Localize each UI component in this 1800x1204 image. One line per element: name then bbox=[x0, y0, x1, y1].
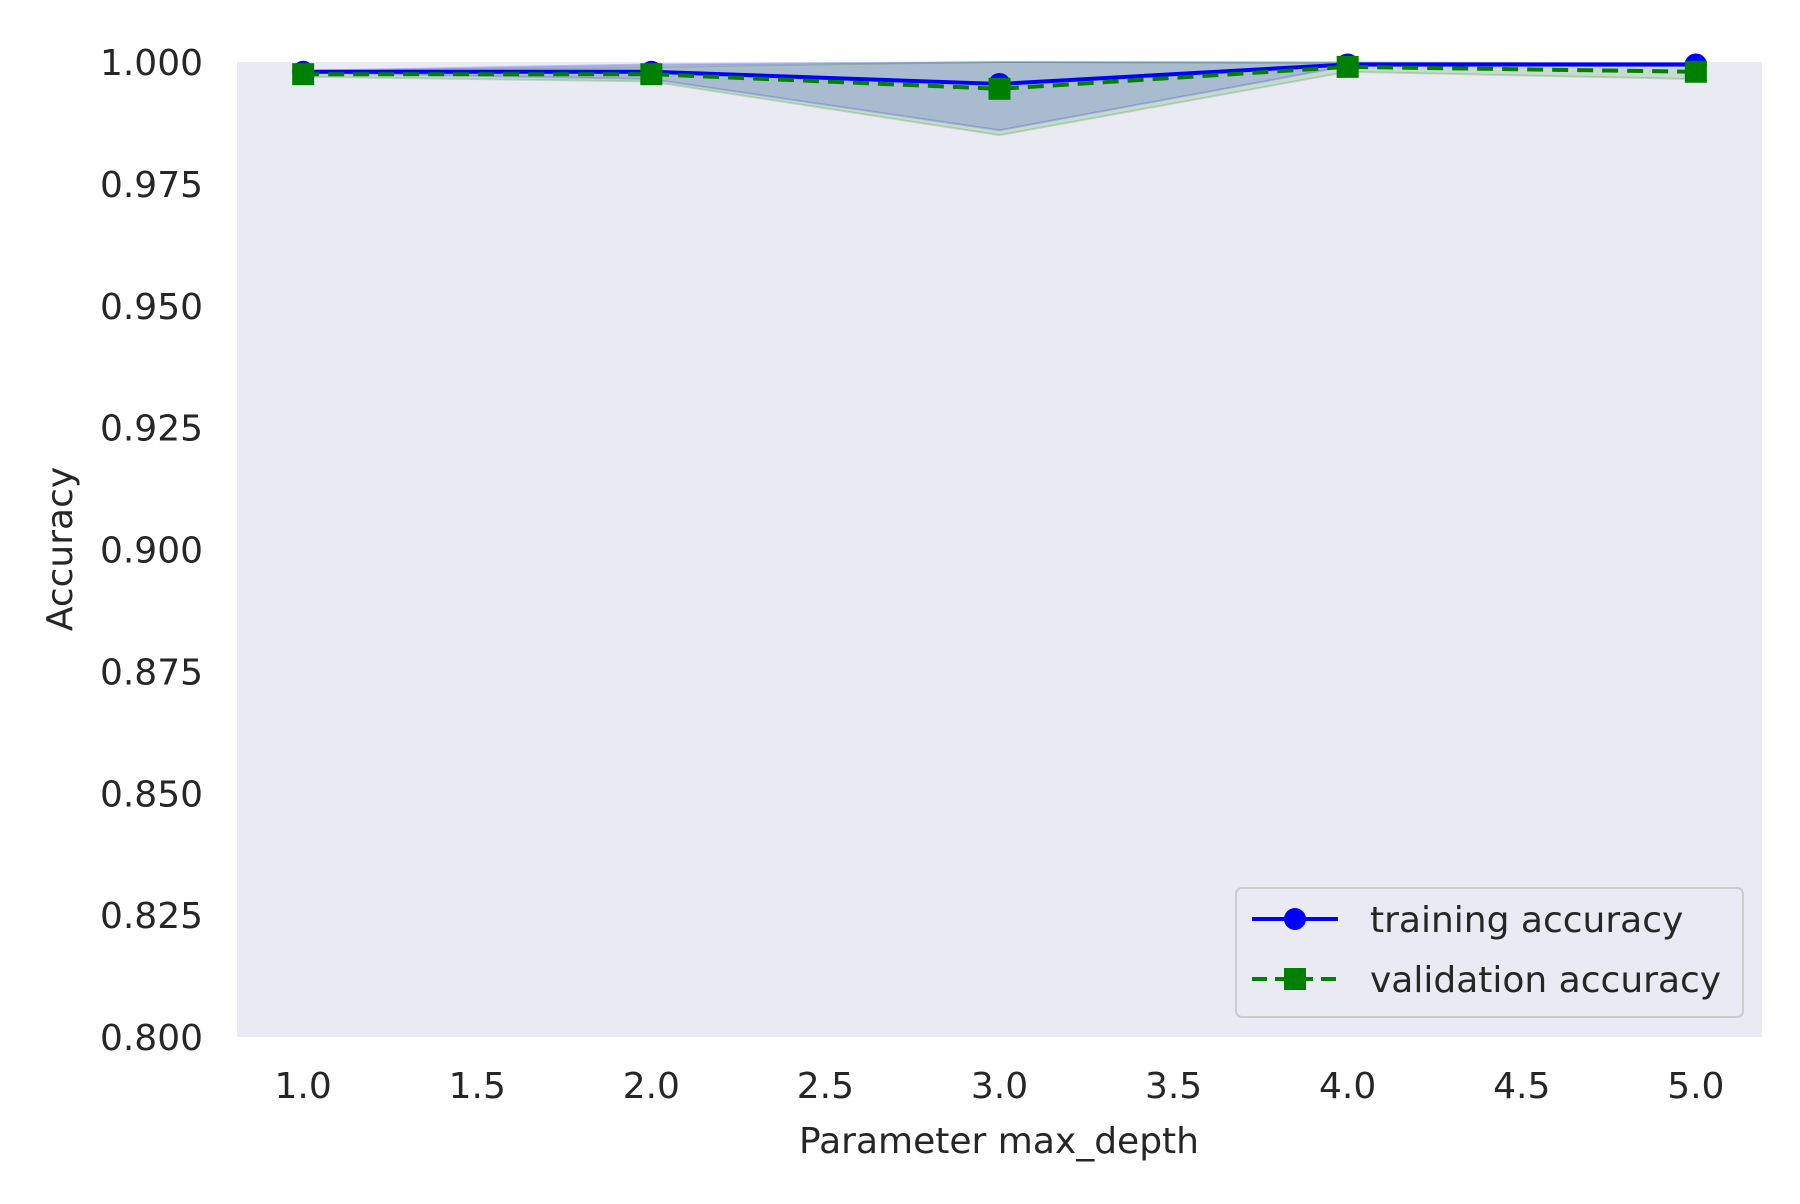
legend-training-marker bbox=[1284, 908, 1306, 930]
legend-validation-label: validation accuracy bbox=[1370, 960, 1721, 1001]
validation-point bbox=[988, 77, 1011, 100]
x-axis-ticks: 1.0 1.5 2.0 2.5 3.0 3.5 4.0 4.5 5.0 bbox=[275, 1066, 1725, 1107]
plot-background bbox=[237, 62, 1762, 1037]
x-tick-label: 2.0 bbox=[623, 1066, 680, 1107]
x-tick-label: 1.5 bbox=[449, 1066, 506, 1107]
x-tick-label: 3.0 bbox=[971, 1066, 1028, 1107]
x-tick-label: 4.5 bbox=[1493, 1066, 1550, 1107]
x-tick-label: 4.0 bbox=[1319, 1066, 1376, 1107]
legend-training-label: training accuracy bbox=[1370, 900, 1683, 941]
validation-point bbox=[1336, 55, 1359, 78]
y-tick-label: 1.000 bbox=[100, 43, 203, 84]
y-axis-ticks: 0.800 0.825 0.850 0.875 0.900 0.925 0.950 0.975… bbox=[100, 43, 203, 1059]
series-line-validation bbox=[303, 64, 1696, 91]
legend-validation-marker bbox=[1284, 968, 1306, 990]
y-tick-label: 0.850 bbox=[100, 774, 203, 815]
y-tick-label: 0.875 bbox=[100, 652, 203, 693]
y-axis-label: Accuracy bbox=[40, 467, 81, 631]
y-tick-label: 0.800 bbox=[100, 1018, 203, 1059]
validation-point bbox=[1684, 60, 1707, 83]
legend-frame bbox=[1235, 887, 1744, 1018]
y-tick-label: 0.925 bbox=[100, 409, 203, 450]
legend: training accuracy validation accuracy bbox=[1235, 887, 1744, 1018]
y-tick-label: 0.900 bbox=[100, 531, 203, 572]
y-tick-label: 0.825 bbox=[100, 896, 203, 937]
series-markers bbox=[292, 53, 1707, 100]
x-tick-label: 3.5 bbox=[1145, 1066, 1202, 1107]
y-tick-label: 0.950 bbox=[100, 287, 203, 328]
validation-point bbox=[640, 63, 663, 86]
x-tick-label: 1.0 bbox=[275, 1066, 332, 1107]
y-tick-label: 0.975 bbox=[100, 165, 203, 206]
x-axis-label: Parameter max_depth bbox=[799, 1121, 1199, 1162]
x-tick-label: 2.5 bbox=[797, 1066, 854, 1107]
x-tick-label: 5.0 bbox=[1667, 1066, 1724, 1107]
validation-point bbox=[292, 63, 315, 86]
